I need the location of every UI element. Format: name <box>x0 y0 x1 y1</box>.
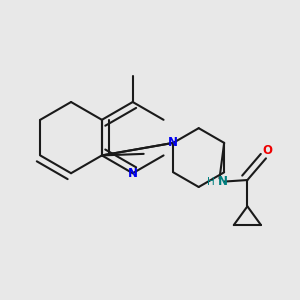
Text: H: H <box>207 177 215 187</box>
Text: O: O <box>262 144 272 157</box>
Text: N: N <box>168 136 178 149</box>
Text: N: N <box>128 167 138 180</box>
Text: N: N <box>218 175 228 188</box>
